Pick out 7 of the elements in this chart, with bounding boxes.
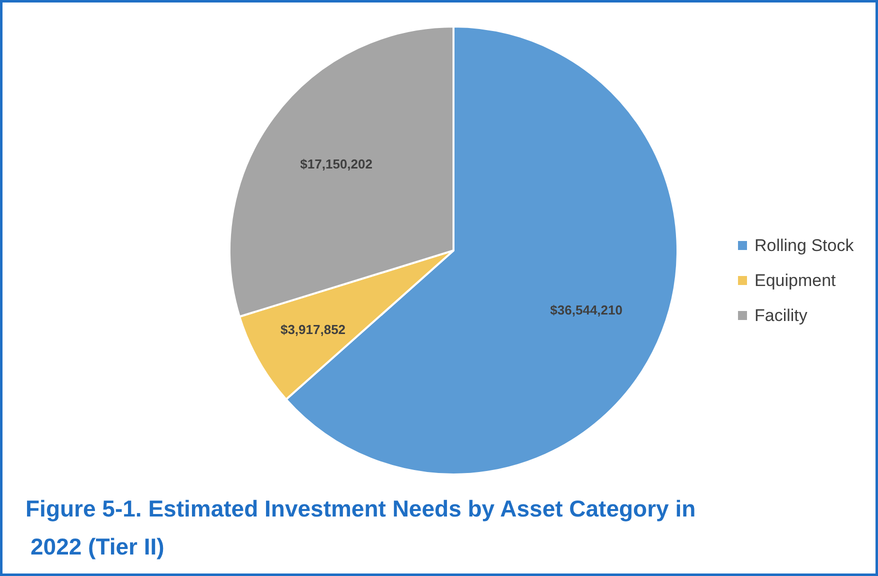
data-label: $17,150,202 <box>300 156 372 172</box>
data-label: $36,544,210 <box>550 302 622 318</box>
legend-label: Rolling Stock <box>754 236 854 255</box>
legend-label: Facility <box>754 306 808 325</box>
legend-label: Equipment <box>754 271 836 290</box>
text: Figure 5-1. Estimated Investment Needs by Asset Category in 2022 (Tier II) <box>26 496 696 560</box>
data-label: $3,917,852 <box>280 322 346 338</box>
